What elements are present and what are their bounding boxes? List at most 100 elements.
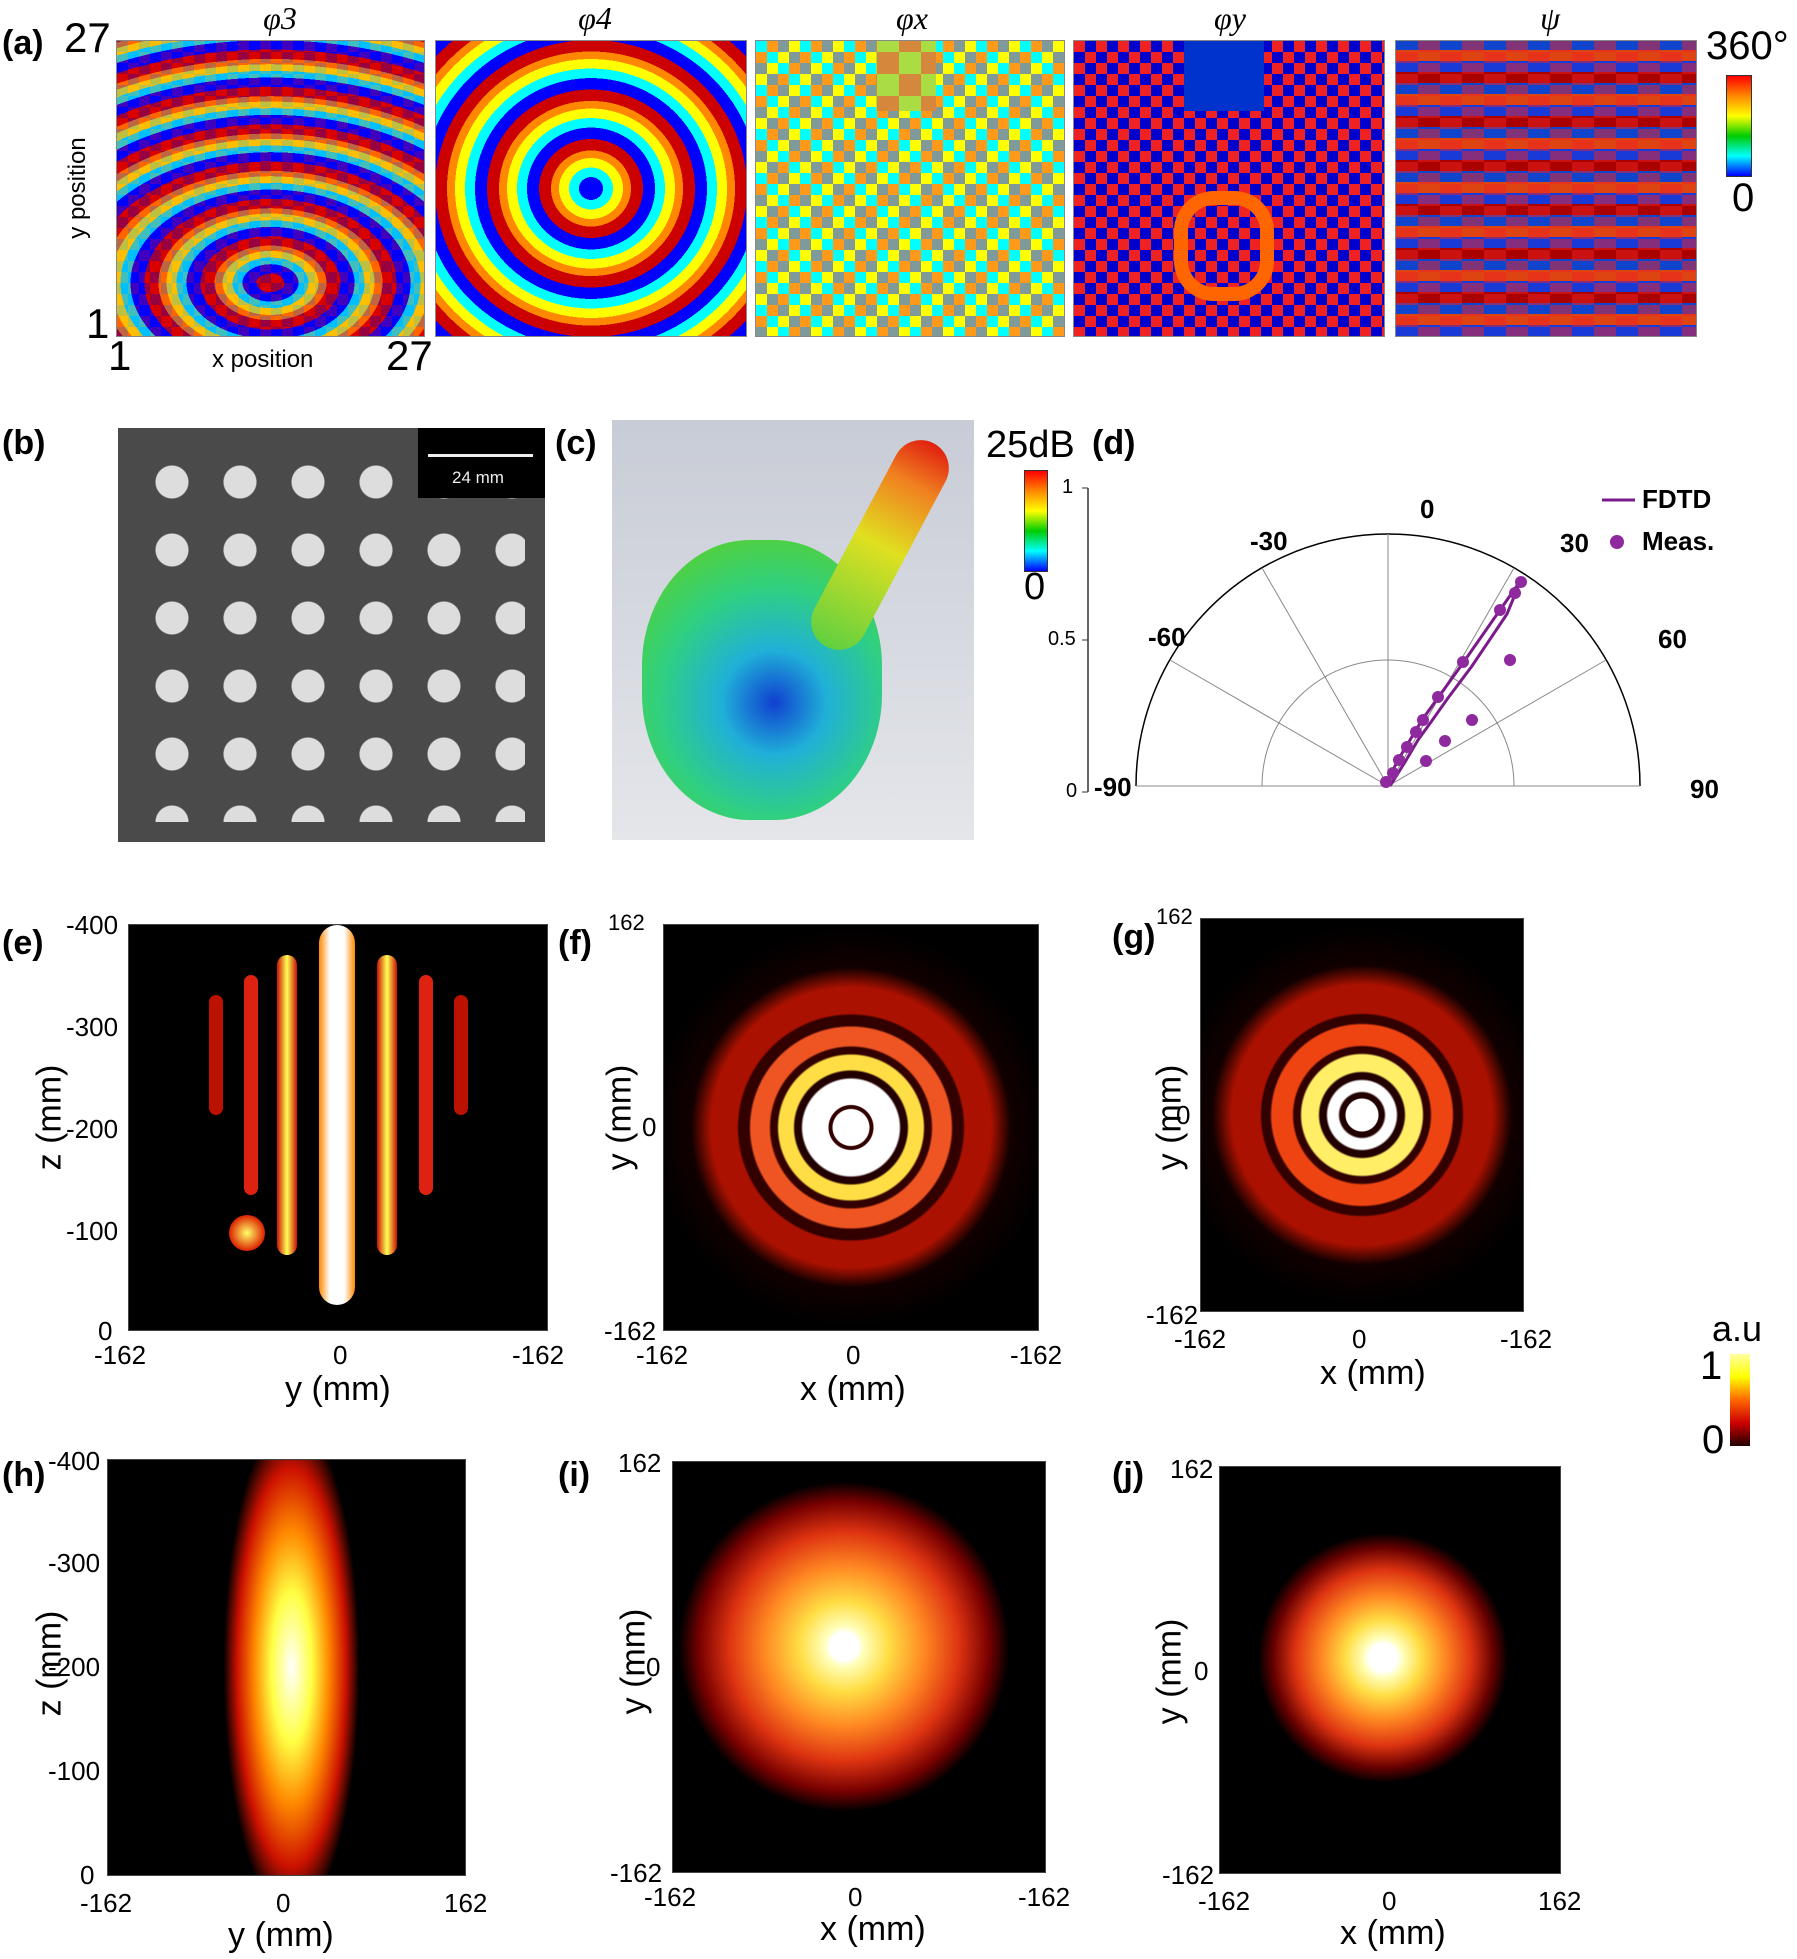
title-phi-4: φ4 — [578, 0, 612, 36]
scale-bar-box: 24 mm — [418, 428, 545, 498]
y-tick: 0 — [642, 1112, 657, 1142]
panel-label-c: (c) — [555, 424, 597, 462]
x-tick: 162 — [444, 1888, 488, 1918]
unit-cell-grid — [138, 448, 525, 822]
beam-core — [198, 1460, 368, 1875]
heatmap-f — [663, 924, 1039, 1331]
angle-tick-90: 90 — [1690, 774, 1719, 804]
x-tick: 0 — [333, 1340, 348, 1370]
x-tick: -162 — [1500, 1324, 1553, 1354]
y-tick: 162 — [618, 1448, 662, 1478]
x-axis-label: x (mm) — [1320, 1354, 1426, 1392]
y-tick-bottom: 1 — [86, 300, 110, 347]
intensity-colorbar-unit: a.u — [1712, 1308, 1763, 1349]
x-tick: 0 — [1382, 1886, 1397, 1916]
x-tick: -162 — [512, 1340, 565, 1370]
y-tick-top: 27 — [64, 14, 111, 61]
db-colorbar-max: 25dB — [986, 424, 1075, 466]
x-axis-label: y (mm) — [228, 1916, 334, 1954]
main-beam — [801, 430, 959, 660]
panel-label-i: (i) — [558, 1456, 591, 1494]
heatmap-j — [1219, 1466, 1561, 1874]
angle-tick-60: 60 — [1658, 624, 1687, 654]
phase-colorbar — [1726, 75, 1752, 177]
y-tick: -162 — [1146, 1300, 1199, 1330]
main-beam — [319, 925, 355, 1305]
radial-tick-0: 0 — [1066, 780, 1078, 802]
angle-tick-minus-60: -60 — [1148, 622, 1186, 652]
side-fringe — [244, 975, 258, 1195]
x-tick-left: 1 — [108, 332, 132, 379]
y-tick: -300 — [66, 1012, 119, 1042]
y-tick: -200 — [48, 1652, 101, 1682]
y-axis-label: y position — [64, 137, 91, 239]
x-axis-label: x position — [212, 346, 314, 373]
y-tick: -100 — [48, 1756, 101, 1786]
panel-label-h: (h) — [2, 1456, 46, 1494]
x-tick: 0 — [276, 1888, 291, 1918]
x-tick: -162 — [94, 1340, 147, 1370]
angle-tick-30: 30 — [1560, 528, 1589, 558]
phase-map-phi-x — [755, 40, 1065, 337]
panel-label-b: (b) — [2, 424, 46, 462]
x-axis-label: x (mm) — [800, 1370, 906, 1408]
x-axis-label: y (mm) — [285, 1370, 391, 1408]
db-colorbar — [1024, 470, 1048, 572]
x-tick: 162 — [1538, 1886, 1582, 1916]
fabricated-metasurface-photo: 24 mm — [118, 428, 545, 842]
heatmap-g — [1200, 918, 1524, 1312]
y-tick: 0 — [1176, 1100, 1191, 1130]
radial-tick-1: 1 — [1062, 476, 1074, 498]
y-tick: 0 — [1194, 1656, 1209, 1686]
y-tick: 162 — [1170, 1454, 1214, 1484]
y-axis-label: y (mm) — [1150, 1064, 1189, 1171]
x-tick: 0 — [848, 1882, 863, 1912]
intensity-colorbar — [1730, 1354, 1750, 1446]
y-tick: 0 — [80, 1860, 95, 1890]
title-phi-3: φ3 — [263, 0, 297, 36]
hot-spot — [229, 1215, 265, 1251]
legend-fdtd: FDTD — [1642, 484, 1712, 514]
x-tick: -162 — [1010, 1340, 1063, 1370]
phase-colorbar-max: 360° — [1706, 24, 1789, 68]
scale-bar-label: 24 mm — [452, 468, 504, 487]
panel-label-g: (g) — [1112, 918, 1156, 956]
intensity-colorbar-max: 1 — [1700, 1344, 1723, 1388]
y-axis-label: y (mm) — [600, 1064, 639, 1171]
side-fringe — [419, 975, 433, 1195]
radiation-pattern-3d — [612, 420, 974, 840]
x-tick: -162 — [80, 1888, 133, 1918]
y-axis-label: y (mm) — [1150, 1618, 1189, 1725]
y-tick: -162 — [610, 1858, 663, 1888]
angle-tick-minus-30: -30 — [1250, 526, 1288, 556]
y-tick: -162 — [604, 1316, 657, 1346]
y-axis-label: y (mm) — [614, 1608, 653, 1715]
side-fringe — [209, 995, 223, 1115]
phase-map-phi-y — [1073, 40, 1385, 337]
phase-colorbar-min: 0 — [1732, 176, 1755, 220]
x-tick-right: 27 — [386, 332, 433, 379]
intensity-colorbar-min: 0 — [1702, 1418, 1725, 1462]
panel-label-d: (d) — [1092, 424, 1136, 462]
panel-label-f: (f) — [558, 924, 592, 962]
db-colorbar-min: 0 — [1024, 566, 1046, 608]
x-tick: 0 — [846, 1340, 861, 1370]
x-axis-label: x (mm) — [820, 1910, 926, 1948]
title-phi-x: φx — [896, 0, 928, 36]
x-tick: 0 — [1352, 1324, 1367, 1354]
scale-bar — [428, 454, 533, 457]
y-tick: -100 — [66, 1216, 119, 1246]
side-fringe — [377, 955, 397, 1255]
x-tick: -162 — [636, 1340, 689, 1370]
y-tick: -200 — [66, 1114, 119, 1144]
panel-label-e: (e) — [2, 924, 44, 962]
heatmap-i — [672, 1461, 1046, 1873]
y-tick: -400 — [66, 910, 119, 940]
phase-map-phi-4 — [435, 40, 747, 337]
x-axis-label: x (mm) — [1340, 1914, 1446, 1952]
y-axis-label: z (mm) — [30, 1064, 69, 1171]
y-tick: -400 — [48, 1446, 101, 1476]
legend-meas: Meas. — [1642, 526, 1715, 556]
phase-map-phi-3 — [116, 40, 425, 337]
x-tick: -162 — [1198, 1886, 1251, 1916]
